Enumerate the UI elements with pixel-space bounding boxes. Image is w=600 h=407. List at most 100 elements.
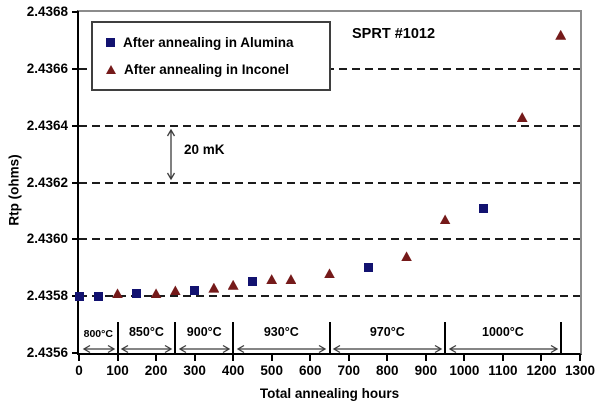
x-axis-tick <box>270 355 273 361</box>
data-point-inconel <box>324 268 335 279</box>
x-axis-tick <box>463 355 466 361</box>
zone-range-arrow <box>120 341 173 354</box>
data-point-inconel <box>266 274 278 285</box>
data-point-inconel <box>516 112 528 123</box>
triangle-marker-icon <box>106 65 116 74</box>
zone-range-arrow <box>448 341 559 354</box>
y-axis-tick <box>72 238 79 241</box>
data-point-inconel <box>169 285 181 296</box>
y-axis-tick <box>72 181 79 184</box>
x-axis-tick-label: 200 <box>144 363 168 378</box>
h-gridline <box>79 181 580 184</box>
x-axis-tick-label: 700 <box>337 363 361 378</box>
x-axis-tick-label: 300 <box>183 363 206 378</box>
y-axis-tick-label: 2.4364 <box>26 117 68 133</box>
data-point-alumina <box>93 291 103 301</box>
zone-range-arrow <box>82 341 116 354</box>
double-arrow-horizontal-icon <box>332 344 443 354</box>
data-point-alumina <box>363 263 373 273</box>
data-point-alumina <box>247 277 257 287</box>
x-axis-tick <box>501 355 504 361</box>
h-gridline <box>79 295 580 298</box>
x-axis-tick-label: 0 <box>75 363 83 378</box>
double-arrow-vertical-icon <box>167 128 176 180</box>
data-point-inconel <box>401 251 413 262</box>
x-axis-tick <box>78 355 80 361</box>
square-marker-icon <box>106 38 115 47</box>
x-axis-tick-label: 100 <box>106 363 129 378</box>
x-axis-tick <box>424 355 427 361</box>
data-point-inconel <box>112 288 124 299</box>
y-axis-tick-label: 2.4366 <box>26 60 68 76</box>
data-point-alumina <box>132 288 142 298</box>
x-axis-tick-label: 400 <box>221 363 245 378</box>
double-arrow-horizontal-icon <box>82 344 115 354</box>
zone-label: 970°C <box>369 325 405 339</box>
zone-label: 1000°C <box>482 325 524 339</box>
double-arrow-horizontal-icon <box>120 344 173 354</box>
zone-label: 930°C <box>263 325 299 339</box>
y-axis-tick <box>72 67 79 70</box>
x-axis-tick <box>155 355 158 361</box>
legend-label-inconel: After annealing in Inconel <box>124 62 290 77</box>
y-axis-tick <box>72 352 79 354</box>
zone-divider <box>116 322 119 353</box>
legend-label-alumina: After annealing in Alumina <box>123 35 294 50</box>
x-axis-tick-label: 1000 <box>449 363 480 378</box>
zone-divider <box>328 322 331 353</box>
data-point-inconel <box>555 29 567 40</box>
scale-bar-arrow <box>165 128 177 181</box>
x-axis-tick-label: 500 <box>260 363 283 378</box>
x-axis-tick <box>309 355 312 361</box>
data-point-alumina <box>190 285 200 295</box>
x-axis-tick-label: 600 <box>298 363 322 378</box>
sprt-annotation: SPRT #1012 <box>352 26 436 42</box>
x-axis-title: Total annealing hours <box>259 386 400 401</box>
data-point-alumina <box>479 203 489 213</box>
x-axis-tick <box>386 355 389 361</box>
y-axis-tick <box>72 124 79 127</box>
data-point-inconel <box>285 274 297 285</box>
zone-label: 850°C <box>128 325 164 339</box>
x-axis-tick-label: 1200 <box>526 363 557 378</box>
x-axis-tick-label: 900 <box>414 363 438 378</box>
zone-divider <box>174 322 177 353</box>
zone-range-arrow <box>332 341 443 354</box>
x-axis-tick <box>232 355 235 361</box>
scale-bar-label: 20 mK <box>184 142 225 157</box>
zone-range-arrow <box>236 341 327 354</box>
y-axis-tick-label: 2.4358 <box>26 288 68 304</box>
double-arrow-horizontal-icon <box>448 344 558 354</box>
data-point-inconel <box>439 214 451 225</box>
x-axis-tick <box>579 355 581 361</box>
x-axis-tick-label: 1300 <box>564 363 596 378</box>
x-axis-tick-label: 800 <box>376 363 399 378</box>
data-point-inconel <box>150 288 162 299</box>
legend-item-inconel: After annealing in Inconel <box>106 62 329 77</box>
x-axis-tick <box>116 355 119 361</box>
h-gridline <box>79 124 580 127</box>
zone-divider <box>559 322 562 353</box>
zone-label: 900°C <box>186 325 222 339</box>
double-arrow-horizontal-icon <box>236 344 326 354</box>
x-axis-tick <box>193 355 196 361</box>
zone-range-arrow <box>178 341 231 354</box>
y-axis-tick-label: 2.4362 <box>26 174 68 190</box>
data-point-inconel <box>208 282 220 293</box>
legend-item-alumina: After annealing in Alumina <box>106 35 329 50</box>
double-arrow-horizontal-icon <box>178 344 231 354</box>
x-axis-tick <box>347 355 350 361</box>
y-axis-tick-label: 2.4368 <box>26 4 68 19</box>
x-axis-tick-label: 1100 <box>488 363 518 378</box>
zone-divider <box>444 322 447 353</box>
zone-divider <box>232 322 235 353</box>
y-axis-tick-label: 2.4356 <box>26 345 68 360</box>
x-axis-tick <box>540 355 543 361</box>
y-axis-tick-label: 2.4360 <box>26 231 68 247</box>
data-point-inconel <box>227 279 239 290</box>
y-axis-tick <box>72 11 79 13</box>
zone-label: 800°C <box>83 328 113 340</box>
h-gridline <box>79 238 580 241</box>
data-point-alumina <box>74 291 84 301</box>
